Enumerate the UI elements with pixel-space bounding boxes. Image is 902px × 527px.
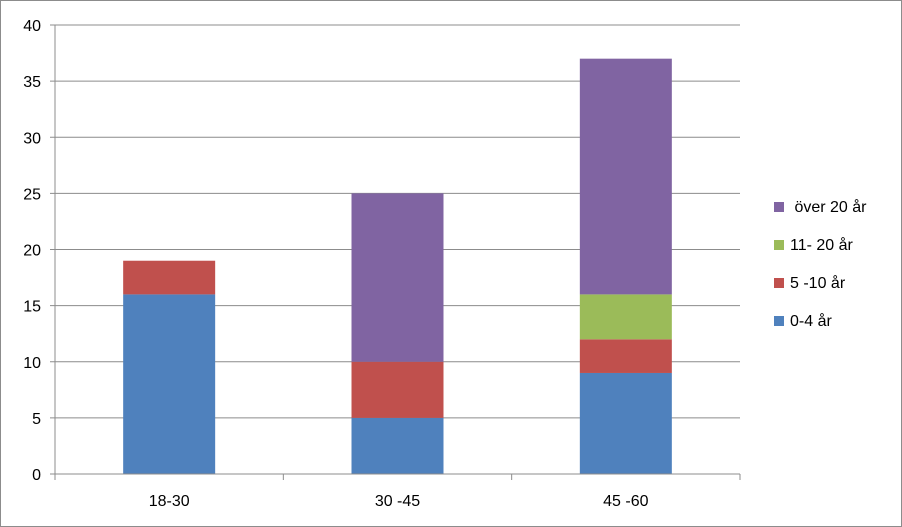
legend-swatch-3 <box>774 316 784 326</box>
y-tick-label-20: 20 <box>23 243 41 260</box>
y-tick-label-30: 30 <box>23 130 41 147</box>
legend-swatch-1 <box>774 240 784 250</box>
bar-segment-18-30-series-0 <box>123 294 216 474</box>
bar-segment-30-45-series-0 <box>351 417 444 474</box>
y-tick-label-0: 0 <box>32 467 41 484</box>
y-tick-label-15: 15 <box>23 299 41 316</box>
y-tick-label-35: 35 <box>23 74 41 91</box>
y-tick-label-40: 40 <box>23 18 41 35</box>
y-tick-label-25: 25 <box>23 186 41 203</box>
legend-label-3: 0-4 år <box>790 312 832 330</box>
bar-segment-30-45-series-1 <box>351 361 444 418</box>
legend: över 20 år 11- 20 år 5 -10 år 0-4 år <box>774 198 867 330</box>
x-tick-label-2: 45 -60 <box>603 493 648 510</box>
legend-swatch-2 <box>774 278 784 288</box>
bar-segment-45-60-series-2 <box>579 294 672 340</box>
x-tick-label-1: 30 -45 <box>375 493 420 510</box>
bar-segment-18-30-series-1 <box>123 260 216 295</box>
bar-segment-45-60-series-1 <box>579 339 672 373</box>
bar-segment-30-45-series-3 <box>351 193 444 362</box>
bars <box>123 58 672 474</box>
legend-label-2: 5 -10 år <box>790 274 846 292</box>
y-tick-label-10: 10 <box>23 355 41 372</box>
legend-label-0: över 20 år <box>790 198 867 216</box>
y-tick-label-5: 5 <box>32 411 41 428</box>
legend-swatch-0 <box>774 202 784 212</box>
x-tick-label-0: 18-30 <box>149 493 190 510</box>
bar-segment-45-60-series-0 <box>579 372 672 474</box>
legend-label-1: 11- 20 år <box>790 236 854 254</box>
bar-segment-45-60-series-3 <box>579 58 672 295</box>
axes: 0 5 10 15 20 25 30 35 40 18-30 30 -45 45 -60 <box>23 18 741 510</box>
